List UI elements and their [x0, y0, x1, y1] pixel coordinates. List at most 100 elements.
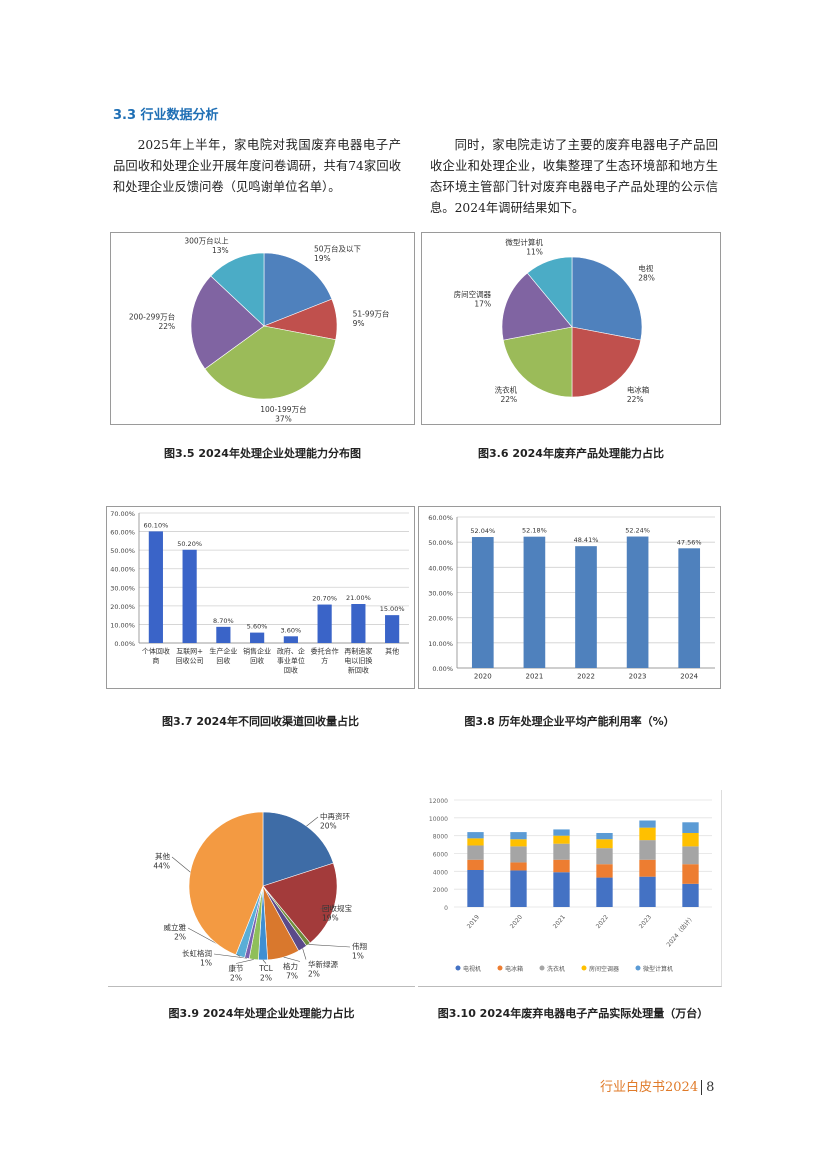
y-tick-label: 60.00%: [110, 529, 135, 537]
caption-fig-3-5: 图3.5 2024年处理企业处理能力分布图: [164, 447, 361, 460]
pie-percent-label: 13%: [212, 246, 229, 255]
y-tick-label: 0.00%: [114, 640, 135, 648]
pie-percent-label: 20%: [320, 822, 337, 831]
pie-label: 中再资环: [320, 811, 350, 821]
pie-slice: [263, 252, 333, 327]
caption-fig-3-6: 图3.6 2024年废弃产品处理能力占比: [478, 447, 664, 460]
y-tick-label: 20.00%: [428, 615, 453, 623]
bar-segment: [510, 862, 527, 871]
chart-enterprise-capacity-pie: 中再资环 20% 回收规宝 19% 伟翔 1% 华新绿源 2% 格力 7% TCL 2% 康节 2% 长虹格…: [108, 790, 415, 987]
x-tick-label: 2020: [474, 673, 492, 681]
x-tick-label: 2022: [577, 673, 595, 681]
y-tick-label: 6000: [433, 852, 448, 859]
x-tick-label: 其他: [385, 647, 399, 656]
y-tick-label: 60.00%: [428, 514, 453, 522]
paragraph-right: 同时，家电院走访了主要的废弃电器电子产品回收企业和处理企业，收集整理了生态环境部…: [430, 138, 718, 215]
legend-label: 房间空调器: [589, 965, 619, 973]
legend-label: 电冰箱: [505, 965, 523, 973]
chart-svg: 中再资环20%回收规宝19%伟翔1%华新绿源2%格力7%TCL2%康节2%长虹格…: [153, 811, 367, 983]
x-tick-label: 2023: [638, 914, 653, 930]
pie-slice: [210, 252, 265, 327]
x-tick-label: 2024: [680, 673, 698, 681]
pie-percent-label: 22%: [627, 395, 644, 404]
x-tick-label: 生产企业回收: [209, 647, 237, 666]
x-tick-label-line: 方: [321, 656, 328, 665]
x-tick-label-line: 个体回收: [142, 647, 170, 656]
bar-segment: [553, 843, 570, 860]
bar-segment: [467, 832, 484, 839]
x-tick-label: 2021: [525, 673, 543, 681]
leader-line: [262, 959, 267, 964]
chart-svg: 0.00% 10.00% 20.00% 30.00% 40.00% 50.00% 60.00…: [428, 514, 715, 681]
bar-segment: [682, 832, 699, 847]
x-tick-label: 委托合作方: [311, 647, 339, 666]
bar: [283, 636, 298, 643]
pie-label: 电视: [638, 263, 653, 273]
y-tick-label: 10.00%: [110, 621, 135, 629]
bar: [216, 626, 231, 643]
x-tick-label: 2020: [509, 914, 524, 930]
pie-slice: [502, 326, 573, 398]
data-label: 47.56%: [677, 538, 702, 546]
bar: [626, 536, 649, 668]
page-number: 8: [701, 1080, 715, 1095]
leader-line: [235, 959, 254, 964]
bar: [182, 549, 197, 643]
footer: 行业白皮书2024 8: [600, 1076, 715, 1095]
data-label: 52.24%: [625, 527, 650, 535]
x-tick-label-line: 回收: [284, 666, 298, 675]
pie-slice: [190, 275, 265, 370]
leader-line: [308, 944, 351, 948]
chart-svg: 0.00% 10.00% 20.00% 30.00% 40.00% 50.00% 60.00…: [110, 510, 409, 675]
x-tick-label: 2021: [552, 914, 567, 930]
pie-percent-label: 2%: [230, 974, 242, 983]
pie-slice: [526, 256, 573, 328]
pie-percent-label: 37%: [275, 414, 292, 423]
pie-label: 电冰箱: [627, 384, 650, 394]
bar-segment: [596, 877, 613, 907]
bar-segment: [467, 859, 484, 870]
bar-segment: [553, 872, 570, 907]
y-tick-label: 50.00%: [428, 539, 453, 547]
y-tick-label: 0.00%: [432, 665, 453, 673]
x-tick-label: 2022: [595, 914, 610, 930]
chart-actual-processing-stacked-bar: 0 2000 4000 6000 8000 10000 12000 2019 2020 2021 2…: [418, 790, 722, 987]
bar: [385, 615, 400, 643]
pie-percent-label: 17%: [474, 299, 491, 308]
y-tick-label: 40.00%: [110, 566, 135, 574]
x-tick-label-line: 回收公司: [176, 656, 204, 665]
pie-percent-label: 11%: [526, 248, 543, 257]
bar-segment: [682, 822, 699, 833]
pie-label: 华新绿源: [308, 959, 338, 969]
pie-label: 200-299万台: [129, 311, 175, 321]
x-tick-label: 2019: [466, 914, 481, 930]
bar-segment: [596, 864, 613, 878]
bar-segment: [639, 820, 656, 828]
bar-segment: [682, 883, 699, 907]
bar: [351, 604, 366, 643]
leader-line: [283, 956, 301, 962]
bar-segment: [639, 840, 656, 860]
caption-fig-3-8: 图3.8 历年处理企业平均产能利用率（%）: [464, 715, 675, 728]
section-heading: 3.3 行业数据分析: [113, 108, 219, 123]
pie-slice: [501, 272, 573, 341]
bar-segment: [639, 859, 656, 877]
x-tick-label: 政府、企事业单位回收: [277, 647, 305, 675]
bar: [678, 548, 701, 668]
y-tick-label: 40.00%: [428, 564, 453, 572]
x-tick-label-line: 回收: [216, 656, 230, 665]
data-label: 52.18%: [522, 527, 547, 535]
y-tick-label: 8000: [433, 834, 448, 841]
y-tick-label: 10000: [429, 816, 448, 823]
y-tick-label: 70.00%: [110, 510, 135, 518]
pie-percent-label: 44%: [153, 862, 170, 871]
pie-label: 威立雅: [164, 922, 187, 932]
footer-title: 行业白皮书2024: [600, 1080, 699, 1095]
pie-percent-label: 22%: [159, 322, 176, 331]
y-tick-label: 50.00%: [110, 547, 135, 555]
bar-segment: [596, 848, 613, 865]
pie-percent-label: 28%: [638, 274, 655, 283]
x-tick-label-line: 电以旧换: [344, 656, 372, 665]
bar-segment: [553, 835, 570, 844]
x-tick-label-line: 委托合作: [311, 647, 339, 656]
